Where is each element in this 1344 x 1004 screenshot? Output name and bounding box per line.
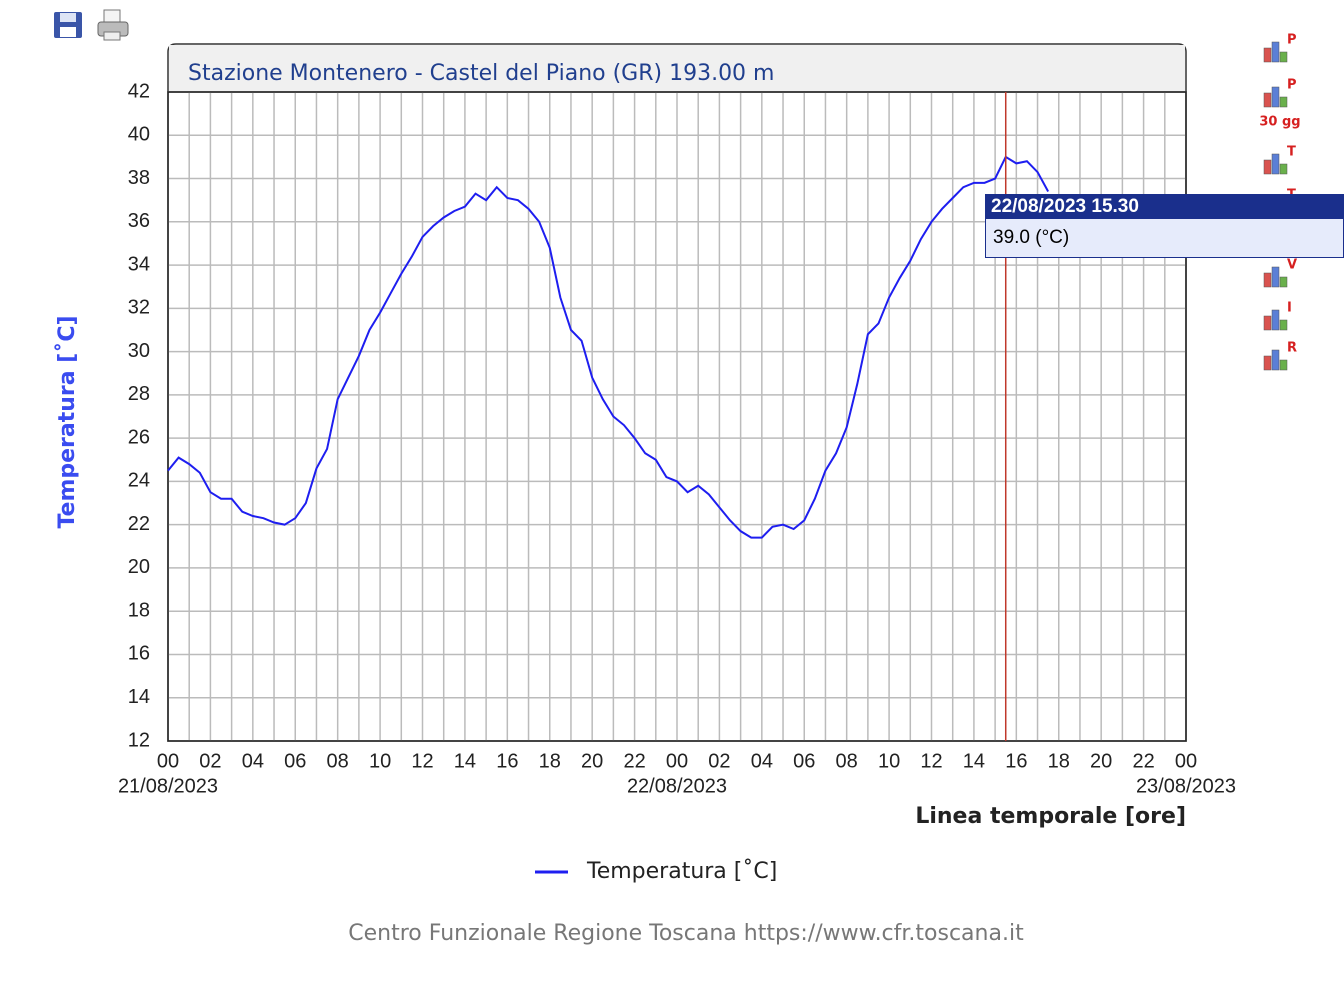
x-tick-label: 18 — [539, 750, 561, 772]
y-tick-label: 26 — [128, 426, 150, 448]
y-tick-label: 18 — [128, 599, 150, 621]
x-tick-label: 06 — [284, 750, 306, 772]
x-tick-label: 02 — [199, 750, 221, 772]
x-tick-label: 14 — [454, 750, 476, 772]
x-tick-label: 06 — [793, 750, 815, 772]
x-tick-label: 00 — [666, 750, 688, 772]
save-icon[interactable] — [54, 12, 82, 38]
x-tick-label: 16 — [496, 750, 518, 772]
button-letter: P — [1287, 33, 1297, 48]
y-tick-label: 22 — [128, 513, 150, 535]
button-letter: V — [1287, 258, 1297, 273]
x-axis-label: Linea temporale [ore] — [915, 804, 1186, 829]
icon-bar — [1271, 41, 1280, 63]
tooltip-value: 39.0 (°C) — [993, 227, 1070, 248]
x-tick-label: 10 — [369, 750, 391, 772]
side-button[interactable]: P — [1263, 33, 1297, 63]
icon-bar — [1263, 272, 1272, 288]
y-tick-label: 36 — [128, 210, 150, 232]
plot-border — [167, 91, 1187, 742]
icon-bar — [1271, 266, 1280, 288]
icon-bar — [1279, 163, 1288, 175]
icon-bar — [1263, 92, 1272, 108]
y-tick-label: 24 — [128, 470, 150, 492]
x-tick-label: 12 — [920, 750, 942, 772]
icon-bar — [1279, 276, 1288, 288]
icon-bar — [1279, 96, 1288, 108]
x-tick-label: 20 — [1090, 750, 1112, 772]
legend-label: Temperatura [˚C] — [586, 859, 777, 884]
icon-bar — [1279, 359, 1288, 371]
y-tick-label: 14 — [128, 686, 150, 708]
y-tick-label: 16 — [128, 643, 150, 665]
y-tick-label: 42 — [128, 80, 150, 102]
side-button[interactable]: T — [1263, 145, 1296, 175]
icon-bar — [1263, 355, 1272, 371]
icon-bar — [1279, 319, 1288, 331]
icon-bar — [1279, 51, 1288, 63]
icon-bar — [1263, 47, 1272, 63]
side-button[interactable]: I — [1263, 301, 1292, 331]
button-letter: R — [1287, 341, 1297, 356]
side-button[interactable]: P 30 gg — [1259, 78, 1300, 130]
chart-title: Stazione Montenero - Castel del Piano (G… — [188, 61, 774, 86]
x-tick-label: 16 — [1005, 750, 1027, 772]
y-tick-label: 34 — [128, 253, 150, 275]
button-letter: P — [1287, 78, 1297, 93]
x-tick-label: 22 — [623, 750, 645, 772]
x-tick-label: 04 — [751, 750, 773, 772]
icon-bar — [1263, 315, 1272, 331]
side-button[interactable]: V — [1263, 258, 1297, 288]
x-date-label: 23/08/2023 — [1136, 775, 1236, 797]
icon-bar — [1271, 309, 1280, 331]
x-tick-label: 14 — [963, 750, 985, 772]
x-tick-label: 02 — [708, 750, 730, 772]
tooltip: 22/08/2023 15.30 39.0 (°C) — [985, 194, 1344, 258]
print-icon[interactable] — [97, 9, 129, 41]
x-tick-label: 20 — [581, 750, 603, 772]
icon-bar — [1271, 349, 1280, 371]
icon-bar — [1271, 153, 1280, 175]
y-axis-label: Temperatura [˚C] — [55, 315, 80, 528]
x-tick-label: 22 — [1132, 750, 1154, 772]
button-letter: I — [1287, 301, 1292, 316]
tooltip-title: 22/08/2023 15.30 — [986, 195, 1343, 219]
x-tick-label: 18 — [1048, 750, 1070, 772]
y-tick-label: 20 — [128, 556, 150, 578]
icon-bar — [1271, 86, 1280, 108]
x-tick-label: 08 — [327, 750, 349, 772]
x-tick-label: 04 — [242, 750, 264, 772]
title-bar — [169, 45, 1185, 92]
x-tick-label: 00 — [157, 750, 179, 772]
x-tick-label: 08 — [836, 750, 858, 772]
button-letter: T — [1287, 145, 1296, 160]
y-tick-label: 28 — [128, 383, 150, 405]
y-tick-label: 32 — [128, 297, 150, 319]
x-date-label: 22/08/2023 — [627, 775, 727, 797]
footer: Centro Funzionale Regione Toscana https:… — [348, 921, 1024, 946]
y-tick-label: 38 — [128, 167, 150, 189]
y-tick-label: 30 — [128, 340, 150, 362]
y-tick-label: 12 — [128, 729, 150, 751]
x-tick-label: 00 — [1175, 750, 1197, 772]
x-tick-label: 10 — [878, 750, 900, 772]
y-tick-label: 40 — [128, 124, 150, 146]
x-date-label: 21/08/2023 — [118, 775, 218, 797]
side-button[interactable]: R — [1263, 341, 1297, 371]
data-line — [167, 155, 1050, 539]
button-sub: 30 gg — [1259, 115, 1300, 130]
x-tick-label: 12 — [411, 750, 433, 772]
icon-bar — [1263, 159, 1272, 175]
